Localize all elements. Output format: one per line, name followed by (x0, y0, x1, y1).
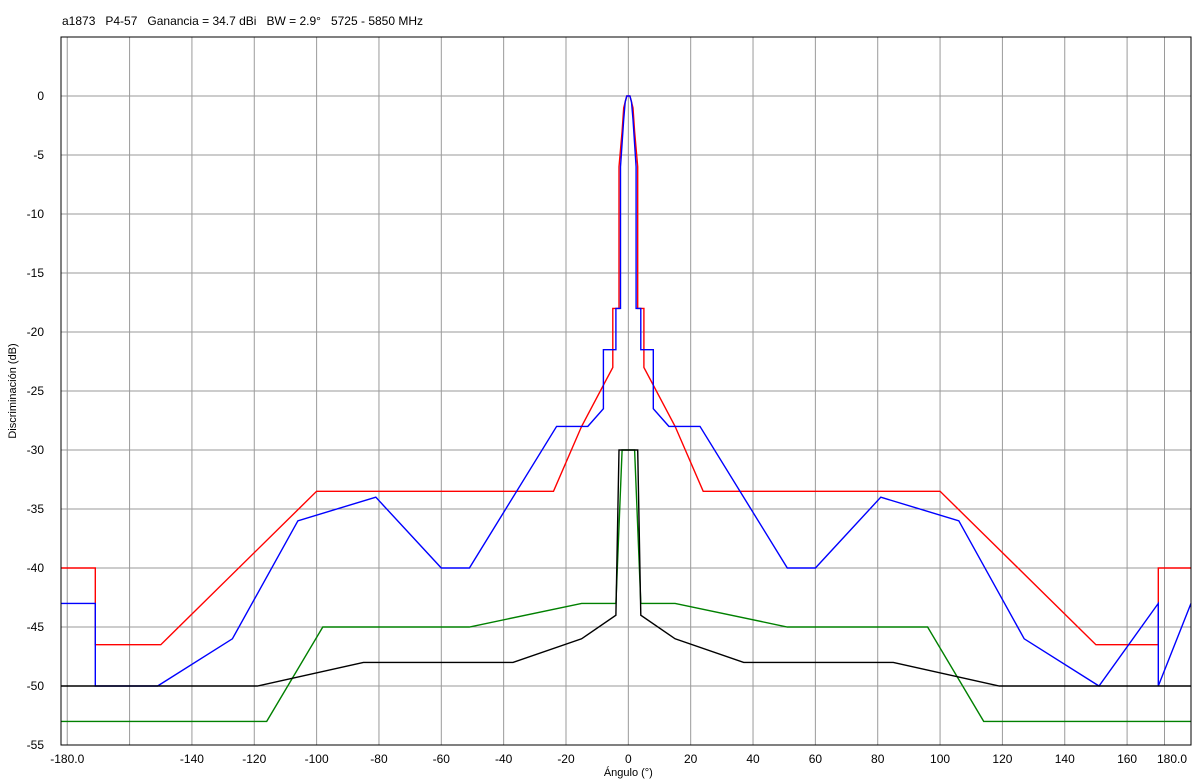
x-tick-label: 0 (625, 752, 632, 766)
y-tick-label: -30 (27, 443, 45, 457)
y-tick-label: 0 (37, 89, 44, 103)
grid (61, 37, 1191, 746)
x-tick-label: 20 (684, 752, 698, 766)
x-axis-ticks: -180.0 -140 -120 -100 -80 -60 -40 -20 0 20 40 60 80 1… (50, 752, 1187, 766)
x-tick-label: 60 (809, 752, 823, 766)
x-tick-label: 180.0 (1157, 752, 1187, 766)
x-tick-label: 100 (930, 752, 950, 766)
series-line-2 (61, 95, 1192, 687)
x-tick-label: -140 (180, 752, 204, 766)
y-tick-label: -35 (27, 502, 45, 516)
x-tick-label: 140 (1055, 752, 1075, 766)
y-tick-label: -15 (27, 266, 45, 280)
y-tick-label: -40 (27, 561, 45, 575)
x-tick-label: 160 (1117, 752, 1137, 766)
y-axis-label: Discriminación (dB) (7, 343, 19, 438)
x-tick-label: -80 (370, 752, 388, 766)
y-tick-label: -45 (27, 620, 45, 634)
x-tick-label: -60 (433, 752, 451, 766)
y-tick-label: -5 (33, 148, 44, 162)
x-tick-label: -100 (305, 752, 329, 766)
x-tick-label: -40 (495, 752, 513, 766)
x-tick-label: 80 (871, 752, 885, 766)
x-tick-label: -20 (557, 752, 575, 766)
y-tick-label: -50 (27, 679, 45, 693)
y-tick-label: -10 (27, 207, 45, 221)
y-tick-label: -20 (27, 325, 45, 339)
y-axis-ticks: 0 -5 -10 -15 -20 -25 -30 -35 -40 -45 -50 -55 (27, 89, 45, 752)
plot-frame (60, 36, 1192, 746)
series-line-3 (61, 449, 1191, 723)
x-tick-label: -180.0 (50, 752, 84, 766)
series-group (61, 95, 1192, 723)
x-tick-label: -120 (242, 752, 266, 766)
x-axis-label: Ángulo (°) (604, 766, 653, 779)
y-tick-label: -25 (27, 384, 45, 398)
series-line-4 (61, 449, 1191, 687)
x-tick-label: 120 (992, 752, 1012, 766)
chart-title: a1873 P4-57 Ganancia = 34.7 dBi BW = 2.9… (62, 14, 424, 28)
x-tick-label: 40 (746, 752, 760, 766)
series-line-1 (61, 95, 1191, 646)
y-tick-label: -55 (27, 738, 45, 752)
